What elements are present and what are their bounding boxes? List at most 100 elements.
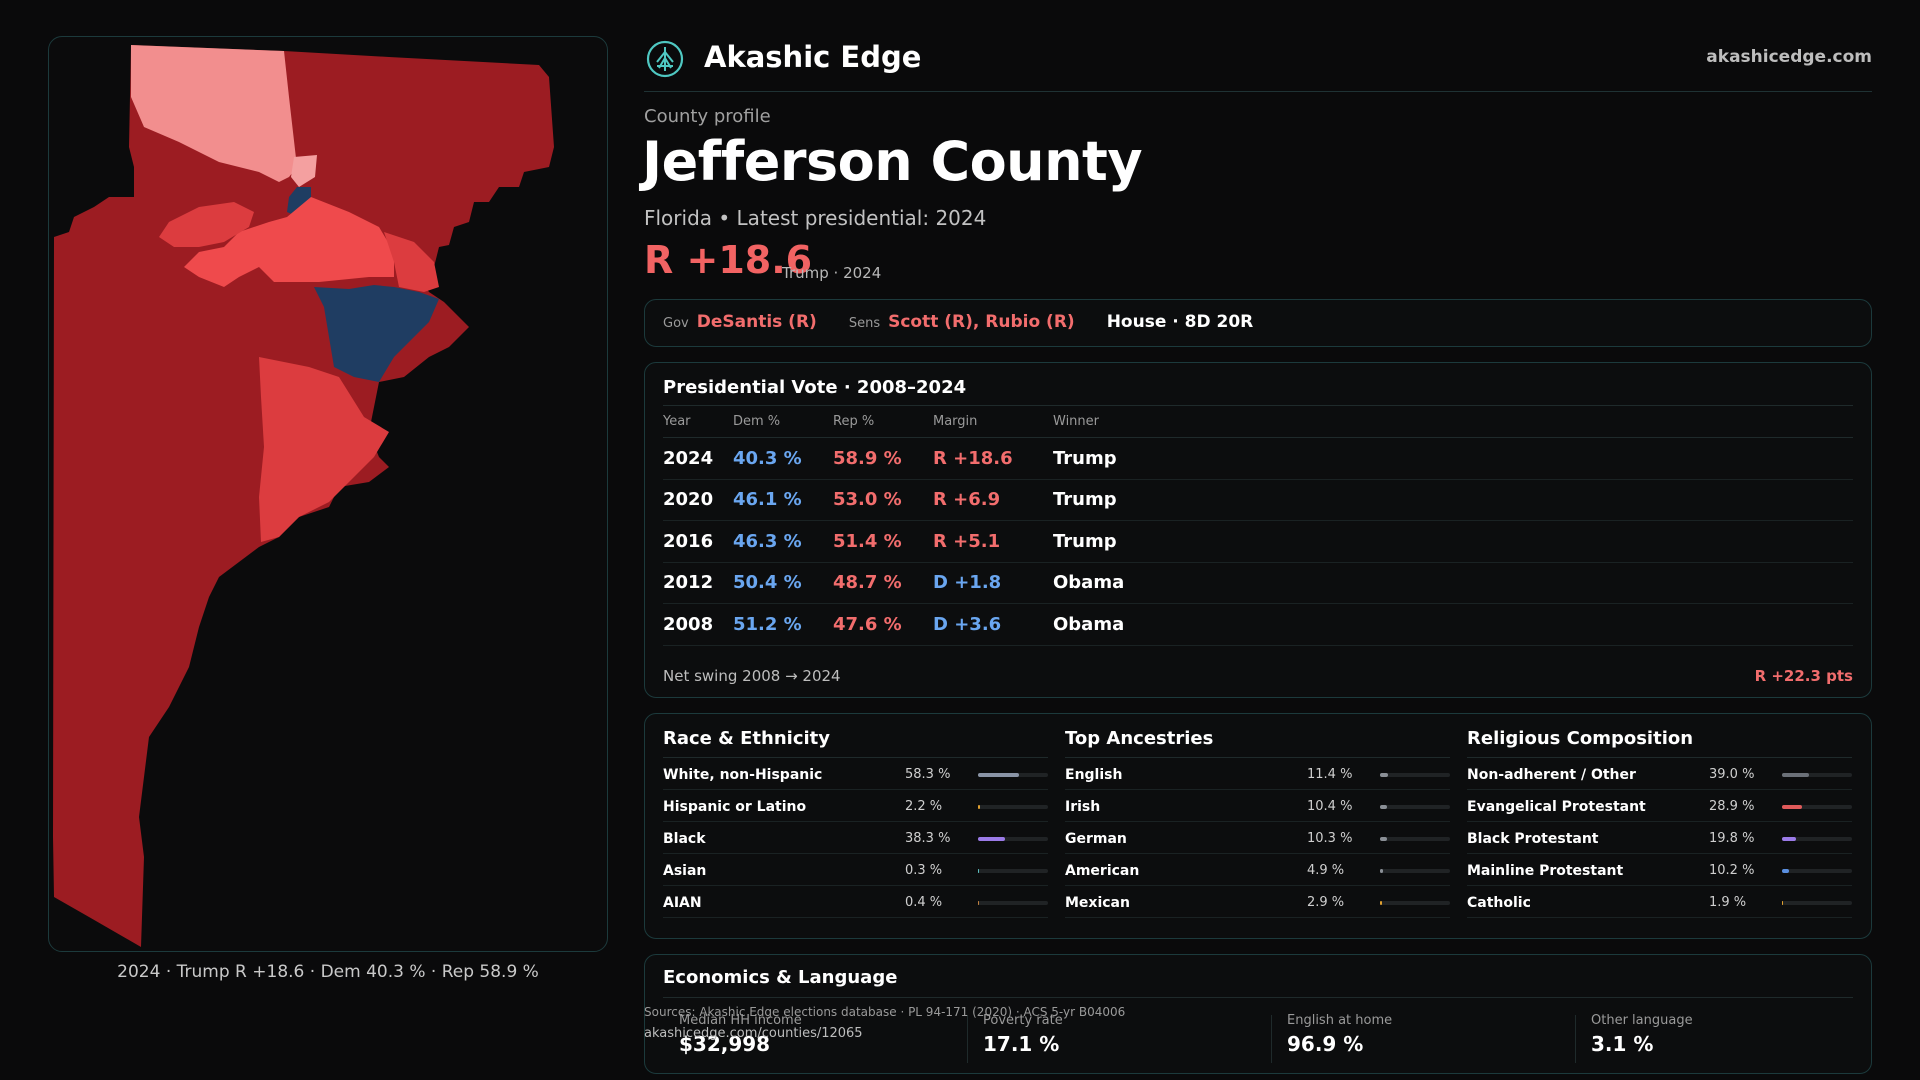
- rep-pct-cell: 47.6 %: [833, 603, 933, 646]
- dem-pct-cell: 50.4 %: [733, 562, 833, 604]
- share-bar-fill: [978, 837, 1005, 841]
- winner-cell: Obama: [1053, 603, 1853, 646]
- col-header: Winner: [1053, 405, 1853, 438]
- share-bar: [978, 773, 1048, 777]
- winner-cell: Trump: [1053, 437, 1853, 480]
- officials-bar: Gov DeSantis (R) Sens Scott (R), Rubio (…: [644, 299, 1872, 347]
- dem-pct-cell: 51.2 %: [733, 603, 833, 646]
- precinct-map[interactable]: [49, 37, 608, 952]
- precinct-shape[interactable]: [159, 202, 254, 247]
- share-bar-fill: [978, 901, 980, 905]
- stat-label: English at home: [1287, 1013, 1393, 1028]
- presidential-table: Year Dem % Rep % Margin Winner 2024 40.3 …: [663, 405, 1853, 646]
- share-bar-fill: [1782, 773, 1810, 777]
- senators: Scott (R), Rubio (R): [888, 312, 1075, 332]
- stat-value: 3.1 %: [1591, 1032, 1654, 1056]
- item-name: German: [1065, 831, 1127, 847]
- stat-other-language: Other language 3.1 %: [1591, 1013, 1693, 1056]
- share-bar-fill: [1380, 805, 1388, 809]
- share-bar: [1380, 869, 1450, 873]
- page-subtitle: Florida • Latest presidential: 2024: [644, 206, 987, 230]
- margin-cell: D +1.8: [933, 562, 1053, 604]
- margin-cell: R +18.6: [933, 437, 1053, 480]
- precinct-shape[interactable]: [291, 155, 317, 187]
- precinct-shape[interactable]: [131, 45, 297, 182]
- item-percent: 1.9 %: [1709, 895, 1747, 910]
- rep-pct-cell: 51.4 %: [833, 520, 933, 563]
- stat-label: Median HH income: [679, 1013, 802, 1028]
- margin-cell: R +6.9: [933, 479, 1053, 521]
- dem-pct-cell: 46.1 %: [733, 479, 833, 521]
- rep-pct-cell: 53.0 %: [833, 479, 933, 521]
- item-name: English: [1065, 767, 1123, 783]
- dem-pct-cell: 46.3 %: [733, 520, 833, 563]
- share-bar-fill: [1782, 869, 1790, 873]
- item-name: Mainline Protestant: [1467, 863, 1624, 879]
- item-name: Evangelical Protestant: [1467, 799, 1646, 815]
- item-percent: 0.3 %: [905, 863, 943, 878]
- share-bar-fill: [978, 869, 980, 873]
- share-bar-fill: [1782, 837, 1796, 841]
- table-row: 2008 51.2 % 47.6 % D +3.6 Obama: [663, 603, 1853, 646]
- compass-tree-icon[interactable]: [646, 40, 684, 78]
- item-name: American: [1065, 863, 1140, 879]
- share-bar-fill: [1380, 837, 1388, 841]
- race-column: Race & Ethnicity White, non-Hispanic 58.3…: [663, 728, 1048, 918]
- margin-cell: R +5.1: [933, 520, 1053, 563]
- share-bar-fill: [1380, 773, 1388, 777]
- item-percent: 0.4 %: [905, 895, 943, 910]
- page-title: Jefferson County: [642, 130, 1143, 193]
- precinct-shape[interactable]: [384, 232, 439, 292]
- list-item: Non-adherent / Other 39.0 %: [1467, 758, 1852, 790]
- stat-value: 96.9 %: [1287, 1032, 1364, 1056]
- share-bar: [978, 901, 1048, 905]
- site-link[interactable]: akashicedge.com: [1706, 47, 1872, 67]
- ancestry-title: Top Ancestries: [1065, 728, 1450, 758]
- governor: DeSantis (R): [696, 312, 817, 332]
- item-percent: 10.2 %: [1709, 863, 1755, 878]
- share-bar: [1782, 869, 1852, 873]
- headline-margin-note: Trump · 2024: [782, 264, 882, 282]
- item-name: Non-adherent / Other: [1467, 767, 1636, 783]
- source-url[interactable]: akashicedge.com/counties/12065: [644, 1026, 863, 1041]
- winner-cell: Obama: [1053, 562, 1853, 604]
- brand-name[interactable]: Akashic Edge: [704, 40, 922, 74]
- gov-label: Gov: [663, 316, 689, 331]
- religion-title: Religious Composition: [1467, 728, 1852, 758]
- item-name: Hispanic or Latino: [663, 799, 807, 815]
- item-percent: 11.4 %: [1307, 767, 1353, 782]
- item-percent: 2.2 %: [905, 799, 943, 814]
- list-item: Asian 0.3 %: [663, 854, 1048, 886]
- sens-label: Sens: [848, 316, 881, 331]
- share-bar: [1782, 805, 1852, 809]
- precinct-shape[interactable]: [314, 285, 439, 382]
- rep-pct-cell: 48.7 %: [833, 562, 933, 604]
- precinct-shape[interactable]: [184, 197, 394, 287]
- net-swing-label: Net swing 2008 → 2024: [663, 667, 841, 685]
- share-bar-fill: [1380, 901, 1383, 905]
- list-item: Evangelical Protestant 28.9 %: [1467, 790, 1852, 822]
- share-bar: [1380, 837, 1450, 841]
- share-bar-fill: [1782, 901, 1784, 905]
- app-header: Akashic Edge akashicedge.com: [644, 36, 1872, 92]
- item-name: Catholic: [1467, 895, 1531, 911]
- item-percent: 10.3 %: [1307, 831, 1353, 846]
- item-name: AIAN: [663, 895, 702, 911]
- col-header: Rep %: [833, 405, 933, 438]
- item-name: White, non-Hispanic: [663, 767, 823, 783]
- economics-title: Economics & Language: [663, 967, 898, 988]
- year-cell: 2012: [663, 562, 733, 604]
- winner-cell: Trump: [1053, 520, 1853, 563]
- page-eyebrow: County profile: [644, 106, 771, 127]
- list-item: Mexican 2.9 %: [1065, 886, 1450, 918]
- precinct-shape[interactable]: [259, 357, 389, 542]
- share-bar: [1380, 901, 1450, 905]
- presidential-vote-card: Presidential Vote · 2008–2024 Year Dem %…: [644, 362, 1872, 698]
- county-map[interactable]: [48, 36, 608, 952]
- col-header: Margin: [933, 405, 1053, 438]
- demographics-card: Race & Ethnicity White, non-Hispanic 58.3…: [644, 713, 1872, 939]
- item-name: Irish: [1065, 799, 1101, 815]
- item-name: Black: [663, 831, 706, 847]
- list-item: English 11.4 %: [1065, 758, 1450, 790]
- share-bar: [1782, 901, 1852, 905]
